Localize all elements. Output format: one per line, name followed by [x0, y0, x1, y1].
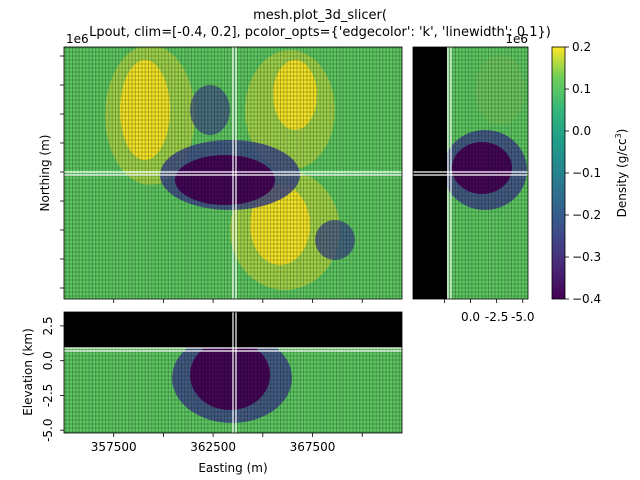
side-xtick-label: 0.0 — [461, 310, 480, 324]
section-view-axes: 357500 362500 367500 2.5 0.0 -2.5 -5.0 Eastin… — [21, 311, 403, 475]
colorbar-label-close: ) — [615, 129, 629, 134]
colorbar-label: Density (g/cc3) — [614, 129, 629, 218]
side-view-axes: 0.0 -2.5 -5.0 1e6 — [412, 32, 534, 324]
plan-view-offset-text: 1e6 — [66, 32, 89, 46]
section-xtick-label: 367500 — [290, 440, 336, 454]
side-xtick-label: -5.0 — [511, 310, 534, 324]
section-ytick-label: 2.5 — [41, 316, 55, 335]
side-view-offset-text: 1e6 — [505, 32, 528, 46]
section-ytick-label: -2.5 — [41, 384, 55, 407]
plan-view-axes: 1e6 Northing (m) — [38, 32, 403, 303]
section-xtick-label: 357500 — [91, 440, 137, 454]
section-ytick-label: -5.0 — [41, 419, 55, 442]
colorbar-tick-label: −0.4 — [572, 292, 601, 306]
colorbar-tick-label: −0.1 — [572, 166, 601, 180]
colorbar-label-text: Density (g/cc — [615, 138, 629, 217]
section-view-frame — [63, 311, 403, 434]
title-line-1: mesh.plot_3d_slicer( — [253, 8, 387, 23]
side-view-air-region — [413, 47, 447, 299]
section-view-xlabel: Easting (m) — [198, 461, 267, 475]
colorbar: 0.2 0.1 0.0 −0.1 −0.2 −0.3 −0.4 Density (g/cc3… — [551, 40, 629, 306]
colorbar-tick-label: −0.2 — [572, 208, 601, 222]
title-line-2: Lpout, clim=[-0.4, 0.2], pcolor_opts={'e… — [89, 25, 551, 40]
section-xtick-label: 362500 — [190, 440, 236, 454]
side-xtick-label: -2.5 — [485, 310, 508, 324]
colorbar-tick-label: 0.0 — [572, 124, 591, 138]
colorbar-gradient — [551, 46, 566, 300]
colorbar-label-superscript: 3 — [614, 133, 623, 138]
plan-view-ylabel: Northing (m) — [38, 135, 52, 212]
colorbar-ticks: 0.2 0.1 0.0 −0.1 −0.2 −0.3 −0.4 — [565, 40, 601, 306]
section-view-x-ticks: 357500 362500 367500 — [91, 433, 363, 454]
section-ytick-label: 0.0 — [41, 351, 55, 370]
plan-view-frame — [63, 46, 403, 300]
section-view-y-ticks: 2.5 0.0 -2.5 -5.0 — [41, 316, 64, 442]
plan-view-y-ticks — [60, 55, 363, 303]
colorbar-tick-label: −0.3 — [572, 250, 601, 264]
colorbar-tick-label: 0.1 — [572, 82, 591, 96]
side-view-x-ticks: 0.0 -2.5 -5.0 — [443, 299, 534, 324]
colorbar-tick-label: 0.2 — [572, 40, 591, 54]
section-view-ylabel: Elevation (km) — [21, 328, 35, 416]
